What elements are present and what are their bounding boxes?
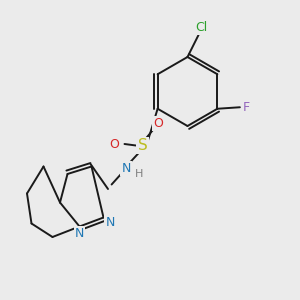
Text: Cl: Cl [195, 21, 207, 34]
Text: N: N [75, 226, 84, 240]
Text: H: H [135, 169, 144, 179]
Text: N: N [121, 161, 131, 175]
Text: F: F [243, 101, 250, 114]
Text: N: N [105, 215, 115, 229]
Text: O: O [154, 117, 163, 130]
Text: O: O [109, 137, 118, 151]
Text: S: S [138, 138, 147, 153]
